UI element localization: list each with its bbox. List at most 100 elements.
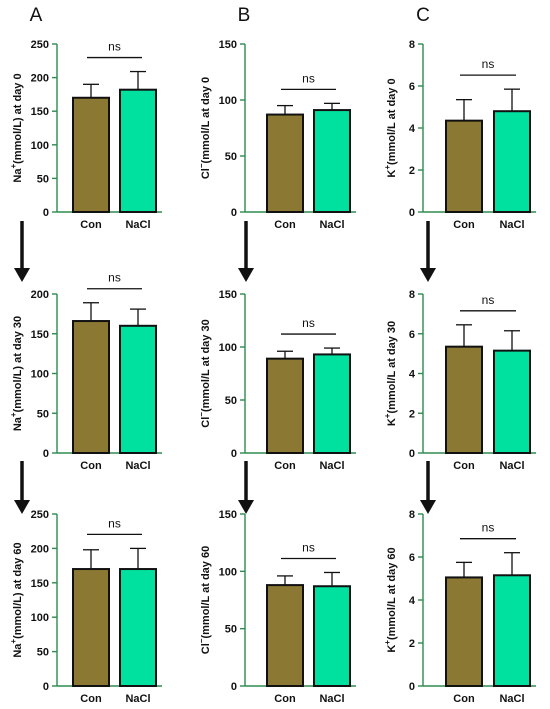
bar-con (72, 96, 110, 213)
arrow-head (14, 500, 30, 514)
y-axis-label-ion: Cl (200, 417, 212, 428)
y-tick-label: 6 (409, 552, 415, 564)
category-label: Con (274, 219, 296, 231)
y-tick-label: 100 (31, 369, 49, 381)
bar-nacl (493, 110, 531, 213)
category-label: Con (453, 219, 475, 231)
y-axis-label: Na+(mmol/L) at day 30 (9, 316, 24, 431)
category-label: Con (274, 693, 296, 705)
arrow-head (14, 268, 30, 282)
y-axis-label-ion: Cl (200, 643, 212, 654)
y-axis-label-ion: Na (12, 416, 24, 431)
y-tick-label: 8 (409, 39, 415, 51)
significance-label: ns (482, 521, 495, 535)
y-axis-label: Na+(mmol/L) at day 60 (9, 542, 24, 657)
y-axis-label-ion: K (386, 418, 398, 426)
y-tick-label: 200 (31, 289, 49, 301)
category-label: Con (453, 693, 475, 705)
y-axis-label-unit: (mmol/L at day 30 (200, 319, 212, 412)
y-tick-label: 150 (219, 289, 237, 301)
y-axis-label-charge: + (9, 164, 18, 169)
significance-label: ns (302, 71, 315, 85)
y-axis-label: Cl−(mmol/L at day 0 (197, 77, 212, 179)
y-tick-label: 100 (219, 95, 237, 107)
y-tick-label: 100 (31, 612, 49, 624)
y-axis-label-unit: (mmol/L at day 60 (386, 547, 398, 640)
category-label: NaCl (125, 460, 150, 472)
chart-c-5: 0 2 4 6 8 K+(mmol/L at day 30 Con NaCl ns (383, 289, 536, 472)
y-tick-label: 150 (31, 578, 49, 590)
y-axis-label-charge: + (9, 412, 18, 417)
y-tick-label: 0 (43, 448, 49, 460)
panel-letters: A B C (30, 5, 430, 26)
y-axis-label-charge: + (383, 640, 392, 645)
arrow-head (420, 500, 436, 514)
y-axis-label-charge: − (197, 412, 206, 417)
category-label: Con (80, 693, 102, 705)
y-axis-label-unit: (mmol/L) at day 60 (12, 542, 24, 639)
y-axis-label-ion: K (386, 170, 398, 178)
y-tick-label: 50 (225, 624, 237, 636)
y-axis-label: Cl−(mmol/L at day 30 (197, 319, 212, 427)
y-axis-label-charge: + (383, 413, 392, 418)
category-label: NaCl (319, 219, 344, 231)
y-tick-label: 6 (409, 81, 415, 93)
panel-letter-a: A (30, 5, 43, 26)
y-axis-label-charge: + (9, 639, 18, 644)
bar-con (445, 119, 483, 213)
chart-c-8: 0 2 4 6 8 K+(mmol/L at day 60 Con NaCl ns (383, 509, 536, 705)
y-tick-label: 150 (31, 106, 49, 118)
chart-a-0: 0 50 100 150 200 250 Na+(mmol/L) at day 0 Con Na… (9, 39, 162, 231)
bar-nacl (119, 88, 157, 213)
y-tick-label: 2 (409, 165, 415, 177)
chart-b-7: 0 50 100 150 Cl−(mmol/L at day 60 Con NaCl ns (197, 509, 356, 705)
arrow-head (238, 268, 254, 282)
y-axis-label-charge: + (383, 165, 392, 170)
bar-nacl (313, 109, 351, 213)
y-axis-label: Na+(mmol/L) at day 0 (9, 73, 24, 182)
y-tick-label: 0 (409, 448, 415, 460)
y-tick-label: 0 (231, 448, 237, 460)
y-tick-label: 50 (225, 151, 237, 163)
y-axis-label-ion: K (386, 645, 398, 653)
significance-label: ns (108, 40, 121, 54)
y-tick-label: 100 (31, 140, 49, 152)
bar-con (72, 568, 110, 687)
y-tick-label: 0 (409, 681, 415, 693)
y-axis-label: K+(mmol/L at day 60 (383, 547, 398, 652)
y-axis-label-unit: (mmol/L at day 60 (200, 546, 212, 639)
y-tick-label: 50 (37, 408, 49, 420)
y-tick-label: 100 (219, 566, 237, 578)
y-tick-label: 2 (409, 638, 415, 650)
y-axis-label-ion: Cl (200, 168, 212, 179)
y-axis-label-unit: (mmol/L) at day 30 (12, 316, 24, 413)
panel-letter-b: B (238, 5, 251, 26)
bar-nacl (493, 574, 531, 688)
bar-nacl (493, 349, 531, 454)
bar-con (445, 576, 483, 687)
y-tick-label: 6 (409, 329, 415, 341)
y-tick-label: 200 (31, 543, 49, 555)
arrow-head (420, 268, 436, 282)
y-tick-label: 50 (37, 647, 49, 659)
y-axis-label-charge: − (197, 163, 206, 168)
y-axis-label-charge: − (197, 638, 206, 643)
bar-con (266, 584, 304, 687)
y-axis-label-unit: (mmol/L at day 30 (386, 321, 398, 414)
y-tick-label: 0 (43, 681, 49, 693)
bar-con (445, 345, 483, 455)
category-label: Con (453, 460, 475, 472)
bar-con (266, 357, 304, 454)
y-tick-label: 250 (31, 509, 49, 521)
y-tick-label: 4 (409, 595, 416, 607)
category-label: NaCl (499, 460, 524, 472)
y-tick-label: 150 (31, 329, 49, 341)
bar-nacl (313, 353, 351, 455)
y-tick-label: 100 (219, 342, 237, 354)
y-axis-label: Cl−(mmol/L at day 60 (197, 546, 212, 654)
y-tick-label: 8 (409, 289, 415, 301)
y-tick-label: 8 (409, 509, 415, 521)
y-tick-label: 4 (409, 369, 416, 381)
